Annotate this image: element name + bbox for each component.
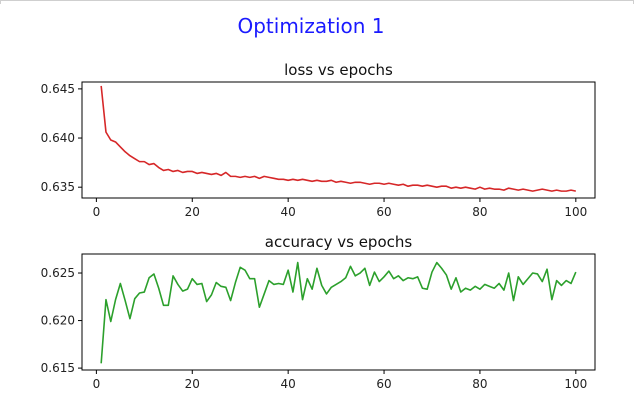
accuracy-series-line [100,261,577,364]
accuracy-x-tick-label: 100 [564,377,587,391]
accuracy-y-tick-label: 0.620 [41,314,75,328]
loss-x-tick-label: 80 [472,205,487,219]
accuracy-chart: accuracy vs epochs 0 20 40 60 80 100 0.615 0.620… [41,233,596,391]
loss-x-tick-label: 0 [93,205,101,219]
accuracy-x-tick-label: 0 [93,377,101,391]
loss-x-tick-label: 100 [564,205,587,219]
accuracy-x-tick-label: 20 [185,377,200,391]
loss-x-tick-label: 40 [281,205,296,219]
loss-y-tick-label: 0.640 [41,131,75,145]
accuracy-chart-title: accuracy vs epochs [265,233,413,251]
loss-y-tick-label: 0.635 [41,180,75,194]
loss-y-tick-label: 0.645 [41,82,75,96]
loss-x-tick-label: 20 [185,205,200,219]
accuracy-x-tick-label: 40 [281,377,296,391]
accuracy-plot-frame [81,253,596,371]
loss-plot-frame [81,81,596,199]
loss-chart: loss vs epochs 0 20 40 60 80 100 0.635 0.640 0.64… [41,61,596,219]
accuracy-x-tick-label: 60 [376,377,391,391]
accuracy-y-tick-label: 0.615 [41,361,75,375]
accuracy-x-tick-label: 80 [472,377,487,391]
accuracy-y-tick-label: 0.625 [41,266,75,280]
loss-x-tick-label: 60 [376,205,391,219]
loss-series-line [100,85,576,192]
loss-chart-title: loss vs epochs [284,61,393,79]
figure-suptitle: Optimization 1 [237,14,385,38]
